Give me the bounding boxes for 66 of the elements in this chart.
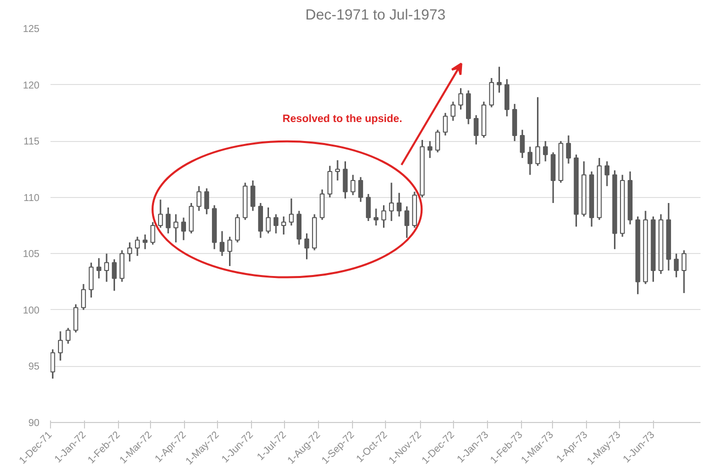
candlestick [220,230,224,257]
candlestick [304,232,310,260]
candlestick [81,283,86,311]
y-tick-label: 115 [24,136,40,148]
candlestick [112,258,117,292]
candlestick [235,213,240,244]
candlestick [528,146,532,176]
candlestick [204,188,210,215]
candlestick [381,204,386,228]
candlestick [674,252,679,278]
y-tick-label: 100 [22,305,40,316]
candlestick [335,159,340,182]
candlestick [366,193,371,222]
candlestick [404,206,410,239]
candlestick [281,216,286,236]
candlestick [50,348,56,380]
candlestick [134,236,140,257]
candlestick [320,188,325,221]
candlestick [104,252,110,283]
candlestick [274,213,278,234]
candlestick [358,176,364,203]
y-tick-label: 120 [22,80,40,92]
candlestick [58,330,63,362]
candlestick [266,206,271,234]
candlestick [88,262,94,298]
candlestick [682,250,686,294]
candlestick [435,129,440,154]
candlestick [288,198,294,226]
candlestick [250,180,256,212]
candlestick [181,216,186,241]
candlestick [196,185,202,212]
candlestick [389,182,394,222]
candlestick [342,160,348,200]
candlestick [73,304,78,334]
candlestick [127,242,132,262]
candlestick [166,206,171,234]
y-tick-label: 110 [24,192,40,204]
candlestick [173,213,178,244]
candlestick [396,192,402,218]
candlestick [96,257,102,280]
candlestick [158,198,163,228]
candlestick [543,140,548,162]
y-tick-label: 125 [22,24,40,35]
candlestick [535,96,540,167]
candlestick [442,112,448,136]
candlestick [458,87,464,110]
candlestick [496,66,502,94]
candlestick [428,140,432,159]
y-tick-label: 90 [28,418,40,429]
y-tick-label: 95 [28,362,40,373]
candlestick [150,221,156,246]
candlestick [374,208,378,226]
candlestick [450,100,456,122]
y-tick-label: 105 [22,249,40,260]
annotation: Resolved to the upside. [282,113,402,126]
candlestick [66,327,71,344]
candlestick [350,174,356,196]
candlestick [604,160,610,187]
candlestick [142,234,148,250]
candlestick [566,134,571,164]
candlestick [227,236,232,267]
candlestick [327,165,332,198]
candlestick [474,114,479,146]
chart-subtitle: Dec-1971 to Jul-1973 [305,8,446,24]
candlestick [520,129,525,159]
candlestick [489,77,494,108]
